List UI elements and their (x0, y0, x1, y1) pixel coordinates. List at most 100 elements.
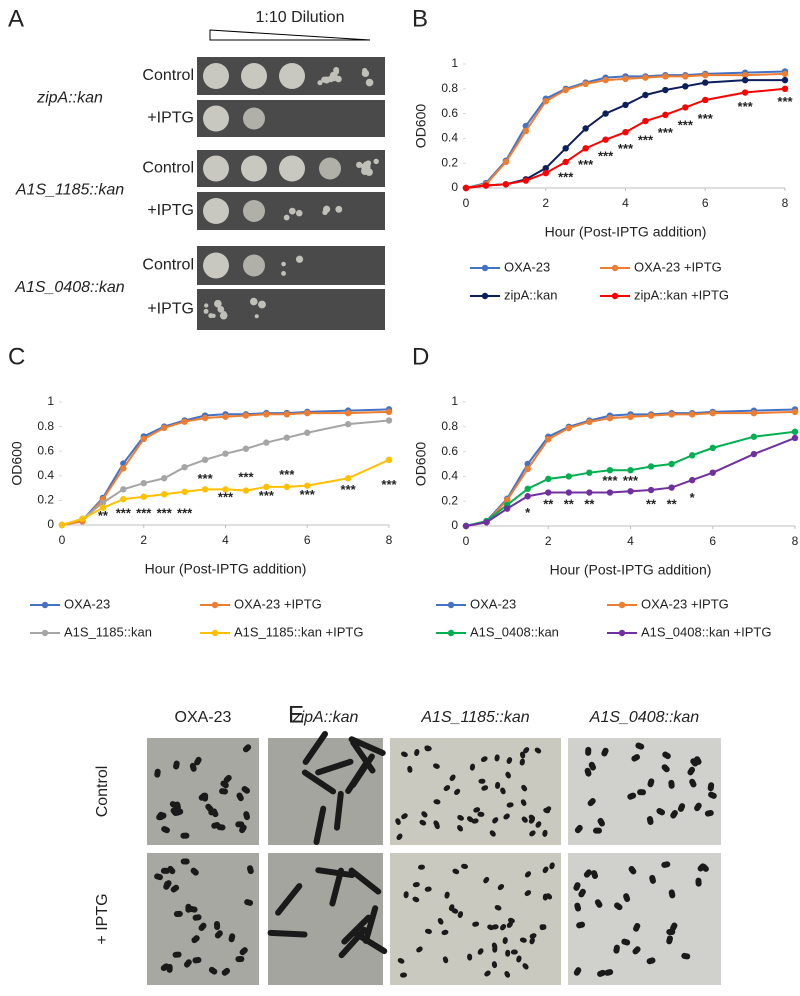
panel-label: A (8, 5, 24, 32)
cell (646, 957, 656, 965)
cell (157, 812, 167, 821)
y-tick-label: 0.2 (441, 493, 458, 507)
cell (163, 880, 171, 890)
data-point (242, 445, 250, 452)
column-label: OXA-23 (175, 709, 232, 726)
micrograph (147, 853, 259, 985)
cell (154, 768, 161, 778)
cell (401, 813, 408, 820)
cell (588, 761, 597, 771)
significance-mark: * (525, 505, 531, 520)
data-point (160, 491, 168, 498)
cell (348, 736, 386, 756)
significance-mark: *** (602, 473, 618, 488)
data-point (562, 145, 569, 152)
cell (534, 747, 542, 754)
cell (519, 751, 526, 759)
cell (544, 806, 552, 813)
colony (365, 160, 372, 166)
data-point (462, 184, 470, 192)
significance-mark: *** (279, 467, 295, 482)
data-point (181, 463, 188, 471)
data-point (602, 110, 609, 117)
cell (483, 876, 490, 884)
cell (545, 893, 553, 900)
cell (522, 963, 529, 970)
cell (520, 799, 527, 806)
legend-marker (447, 601, 455, 609)
legend-label: A1S_0408::kan (470, 624, 559, 639)
colony (281, 270, 286, 276)
cell (211, 821, 221, 829)
data-point (647, 463, 655, 470)
cell (170, 884, 180, 893)
significance-mark: ** (543, 496, 554, 511)
data-point (682, 73, 689, 80)
cell (477, 948, 484, 955)
colony (249, 297, 258, 306)
data-point (242, 412, 250, 419)
data-point (791, 408, 799, 416)
cell (350, 739, 376, 774)
legend-label: OXA-23 (504, 259, 550, 274)
x-tick-label: 0 (463, 534, 470, 548)
panel-label: C (8, 343, 25, 370)
colony (323, 205, 331, 213)
data-point (582, 145, 589, 152)
significance-mark: *** (197, 471, 213, 486)
cell (497, 883, 505, 891)
cell (457, 911, 464, 918)
cell (419, 819, 427, 826)
cell (524, 890, 532, 897)
significance-mark: ** (667, 496, 678, 511)
cell (247, 865, 254, 875)
cell (194, 756, 202, 766)
y-tick-label: 0.8 (37, 419, 54, 433)
cell (473, 807, 481, 813)
x-tick-label: 4 (622, 196, 629, 210)
colony (335, 75, 342, 83)
x-tick-label: 2 (140, 533, 147, 547)
cell (477, 811, 485, 817)
data-point (606, 414, 614, 422)
cell (492, 817, 499, 824)
dilution-wedge (209, 29, 371, 41)
cell (504, 971, 511, 978)
colony (356, 161, 363, 168)
significance-mark: *** (738, 99, 754, 114)
cell (243, 811, 250, 821)
cell (333, 790, 344, 831)
column-label: A1S_1185::kan (420, 709, 529, 726)
legend-marker (481, 292, 489, 300)
data-point (791, 428, 799, 435)
cell (191, 935, 200, 944)
cell (601, 747, 609, 757)
legend-label: A1S_0408::kan +IPTG (641, 624, 771, 639)
data-point (304, 429, 311, 436)
condition-label: Control (142, 67, 194, 84)
panel-label: E (288, 701, 304, 728)
data-point (344, 409, 352, 417)
cell (516, 955, 522, 963)
cell (213, 921, 221, 931)
data-point (565, 473, 573, 480)
colony (295, 209, 303, 217)
legend-label: zipA::kan (504, 287, 557, 302)
cell (539, 924, 547, 930)
cell (315, 758, 354, 776)
cell (241, 786, 251, 794)
y-tick-label: 0.2 (37, 493, 54, 507)
colony-spot (243, 254, 265, 277)
cell (521, 784, 528, 792)
cell (214, 930, 223, 939)
cell (695, 877, 702, 887)
cell (666, 928, 676, 936)
cell (637, 789, 647, 796)
x-tick-label: 8 (782, 196, 789, 210)
data-point (385, 417, 393, 424)
significance-mark: *** (678, 117, 694, 132)
cell (594, 899, 603, 908)
data-point (524, 465, 531, 473)
cell (614, 902, 623, 911)
cell (508, 917, 515, 924)
